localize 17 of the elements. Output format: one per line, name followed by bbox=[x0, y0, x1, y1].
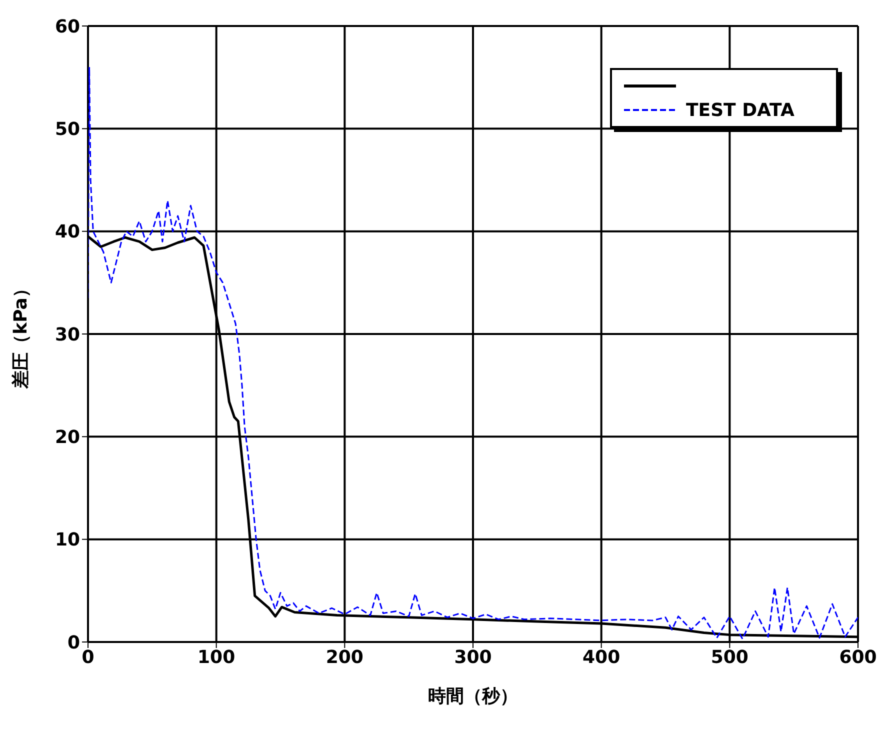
y-tick-label: 50 bbox=[54, 119, 80, 140]
x-tick-label: 400 bbox=[582, 646, 620, 668]
x-tick-label: 200 bbox=[326, 646, 364, 668]
x-tick-label: 500 bbox=[710, 646, 748, 668]
legend-label: TEST DATA bbox=[686, 100, 796, 120]
y-tick-label: 0 bbox=[67, 632, 80, 654]
y-tick-label: 60 bbox=[54, 16, 80, 38]
x-tick-label: 300 bbox=[454, 646, 492, 668]
y-tick-label: 20 bbox=[54, 427, 80, 448]
x-tick-label: 100 bbox=[198, 646, 236, 668]
y-tick-label: 40 bbox=[54, 222, 80, 243]
x-axis-title: 時間（秒） bbox=[428, 686, 518, 707]
y-axis-title: 差圧（kPa） bbox=[10, 280, 32, 390]
y-tick-label: 10 bbox=[54, 530, 80, 551]
y-tick-label: 30 bbox=[54, 324, 80, 346]
x-tick-label: 0 bbox=[82, 646, 94, 668]
x-tick-label: 600 bbox=[839, 646, 877, 668]
